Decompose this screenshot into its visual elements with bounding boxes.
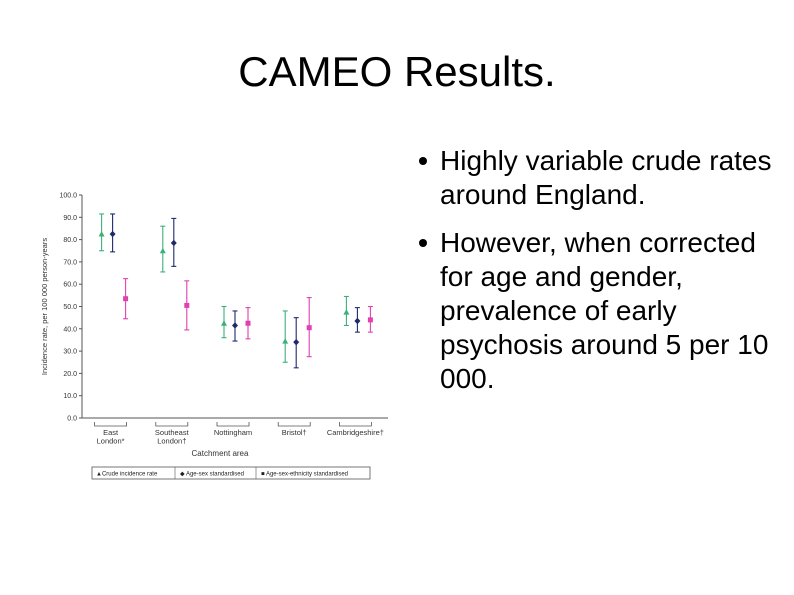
y-tick-label: 10.0 [63, 393, 77, 400]
y-tick-label: 0.0 [67, 416, 77, 423]
category-bracket [94, 422, 127, 427]
x-tick-label: Bristol† [282, 428, 307, 437]
x-axis-label: Catchment area [192, 449, 249, 458]
y-tick-label: 20.0 [63, 371, 77, 378]
y-tick-label: 90.0 [63, 215, 77, 222]
y-tick-label: 50.0 [63, 304, 77, 311]
bullet-text: Highly variable crude rates around Engla… [440, 145, 772, 210]
data-point-age-sex-ethnicity [184, 302, 190, 308]
x-tick-label: London† [157, 437, 186, 446]
y-tick-label: 60.0 [63, 282, 77, 289]
legend-entry: ▲Crude incidence rate [96, 472, 158, 478]
incidence-chart: 0.0 10.0 20.0 30.0 40.0 50.0 60.0 70.0 80.0 90.0 1… [40, 193, 388, 480]
legend-entry: ■ Age-sex-ethnicity standardised [261, 472, 348, 478]
slide-title: CAMEO Results. [238, 48, 556, 95]
data-point-age-sex-ethnicity [367, 317, 373, 323]
bullet-text: However, when corrected for age and gend… [440, 227, 769, 394]
data-point-age-sex-ethnicity [123, 296, 129, 302]
x-tick-label: Cambridgeshire† [327, 428, 384, 437]
y-tick-label: 80.0 [63, 237, 77, 244]
data-point-age-sex [170, 239, 177, 247]
y-tick-label: 30.0 [63, 349, 77, 356]
data-point-age-sex [232, 322, 238, 329]
x-tick-label: London* [97, 437, 125, 446]
data-point-age-sex [293, 338, 300, 346]
data-point-age-sex-ethnicity [245, 320, 251, 326]
x-tick-label: Southeast [155, 428, 190, 437]
x-tick-label: East [103, 428, 119, 437]
data-point-crude [343, 309, 350, 315]
category-bracket [339, 422, 372, 427]
data-point-crude [282, 338, 289, 344]
x-tick-label: Nottingham [214, 428, 252, 437]
data-point-crude [159, 247, 166, 254]
bullet-item: Highly variable crude rates around Engla… [418, 144, 778, 212]
bullet-dot-icon [419, 157, 427, 165]
category-bracket [277, 422, 311, 427]
category-bracket [155, 422, 189, 427]
y-tick-label: 70.0 [63, 259, 77, 266]
y-tick-label: 40.0 [63, 326, 77, 333]
bullet-list: Highly variable crude rates around Engla… [418, 144, 778, 410]
bullet-item: However, when corrected for age and gend… [418, 226, 778, 396]
bullet-dot-icon [419, 239, 427, 247]
category-bracket [216, 422, 250, 427]
data-point-age-sex-ethnicity [306, 325, 312, 331]
data-point-crude [98, 231, 105, 237]
legend-entry: ◆ Age-sex standardised [180, 472, 244, 478]
data-point-age-sex [354, 317, 361, 325]
data-point-age-sex [109, 230, 116, 238]
data-point-crude [221, 320, 227, 326]
y-tick-label: 100.0 [59, 193, 77, 200]
y-axis-label: Incidence rate, per 100 000 person-years [40, 238, 49, 375]
legend-box [91, 466, 371, 480]
